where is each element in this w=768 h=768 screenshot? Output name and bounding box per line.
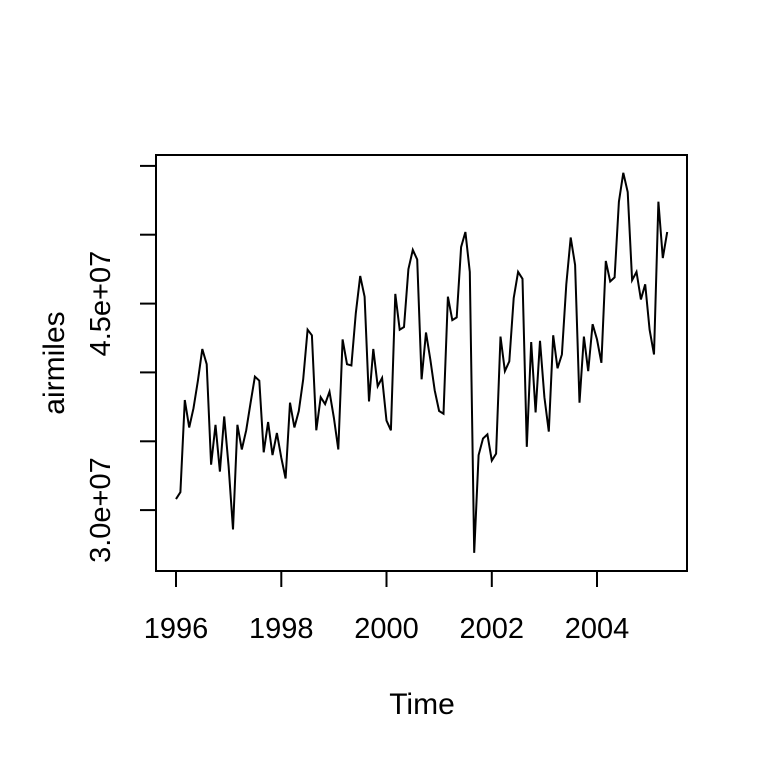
x-tick-label-2002: 2002	[460, 613, 525, 645]
y-tick-label-3.0e07: 3.0e+07	[85, 457, 117, 563]
y-axis-ticks	[140, 164, 155, 512]
y-tick-label-4.5e07: 4.5e+07	[85, 251, 117, 357]
x-tick-label-1998: 1998	[249, 613, 314, 645]
y-axis-title: airmiles	[38, 311, 71, 414]
x-tick-label-2004: 2004	[565, 613, 630, 645]
x-tick-label-2000: 2000	[354, 613, 419, 645]
y-axis-tick-labels: 4.5e+07 3.0e+07	[85, 251, 117, 563]
x-axis-ticks	[175, 572, 598, 587]
x-axis-tick-labels: 1996 1998 2000 2002 2004	[144, 613, 630, 645]
plot-border	[155, 154, 688, 572]
x-tick-label-1996: 1996	[144, 613, 209, 645]
airmiles-series-line	[175, 172, 669, 553]
x-axis-title: Time	[389, 688, 455, 721]
